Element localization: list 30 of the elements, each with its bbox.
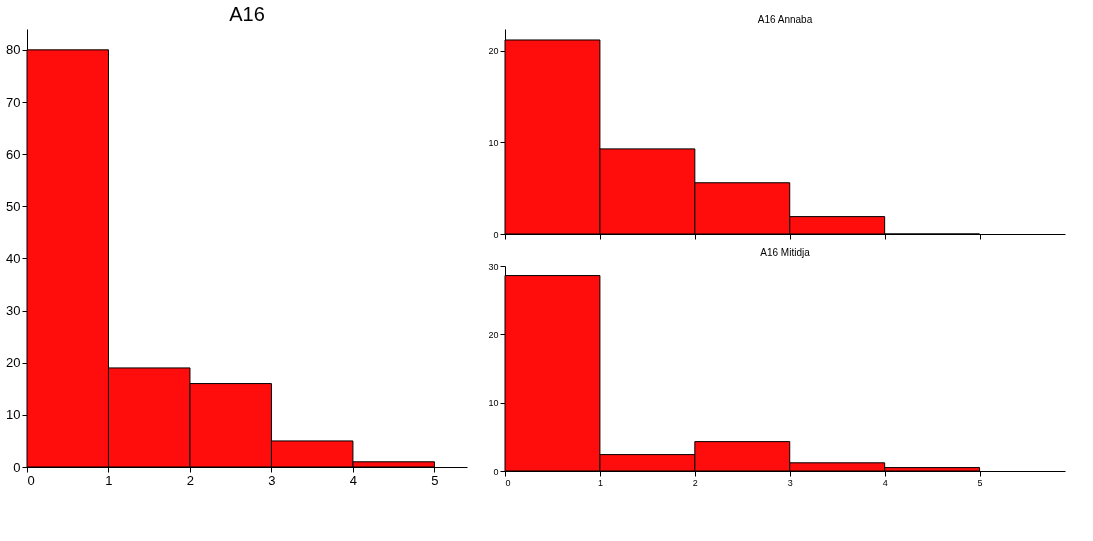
y-tick-label: 50 — [6, 198, 21, 214]
y-tick-label: 30 — [488, 261, 499, 272]
x-tick-label: 2 — [692, 477, 698, 488]
chart-title: A16 Mitidja — [760, 247, 811, 258]
y-tick-label: 70 — [6, 94, 21, 110]
x-tick-label: 3 — [268, 472, 276, 488]
y-tick-label: 10 — [6, 407, 21, 423]
chart-title: A16 Annaba — [757, 14, 813, 25]
x-tick-label: 3 — [787, 477, 793, 488]
x-tick-label: 1 — [597, 477, 603, 488]
x-tick-label: 5 — [431, 472, 439, 488]
chart-title: A16 — [229, 3, 265, 25]
x-tick-label: 0 — [505, 477, 511, 488]
y-tick-label: 30 — [6, 303, 21, 319]
y-tick-label: 20 — [6, 355, 21, 371]
x-tick-label: 1 — [105, 472, 113, 488]
y-tick-label: 60 — [6, 146, 21, 162]
y-tick-label: 20 — [488, 46, 499, 57]
x-tick-label: 4 — [349, 472, 358, 488]
x-tick-label: 5 — [977, 477, 983, 488]
y-tick-label: 10 — [488, 398, 499, 409]
y-tick-label: 10 — [488, 137, 499, 148]
y-tick-label: 0 — [13, 459, 21, 475]
x-tick-label: 4 — [882, 477, 888, 488]
x-tick-label: 2 — [186, 472, 195, 488]
x-tick-label: 0 — [27, 472, 35, 488]
y-tick-label: 40 — [6, 250, 21, 266]
y-tick-label: 80 — [6, 42, 21, 58]
y-tick-label: 0 — [493, 229, 499, 240]
y-tick-label: 20 — [488, 329, 499, 340]
